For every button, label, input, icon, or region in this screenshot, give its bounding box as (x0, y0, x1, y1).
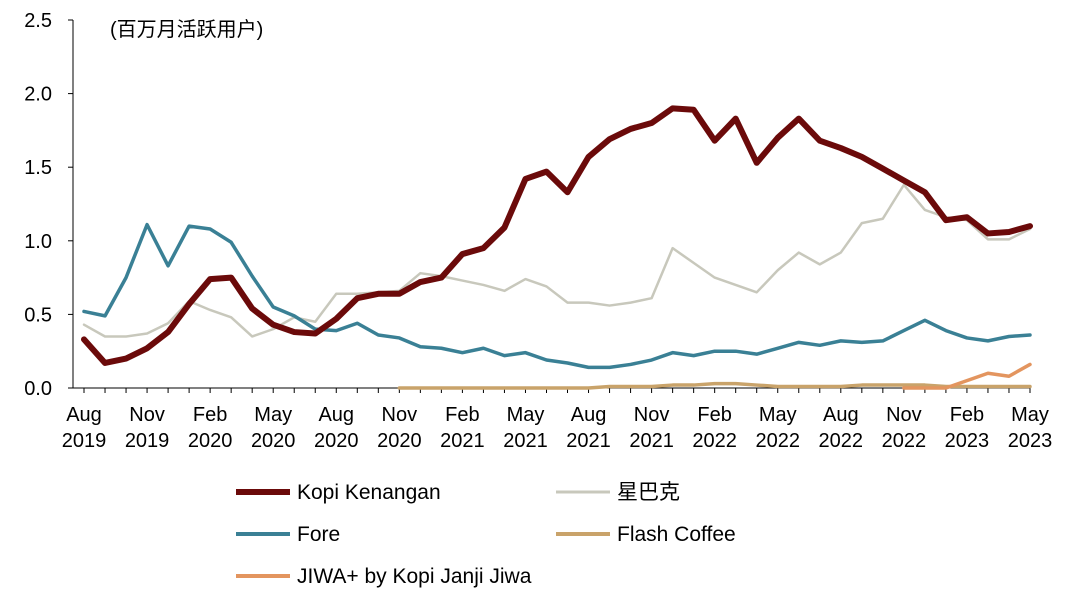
x-tick-label-month: Aug (823, 404, 859, 426)
x-tick-label-year: 2020 (377, 430, 422, 452)
x-tick-label-month: Feb (950, 404, 984, 426)
y-tick-label: 2.5 (24, 10, 52, 32)
x-tick-label-year: 2023 (1008, 430, 1053, 452)
x-tick-label-year: 2019 (62, 430, 107, 452)
x-tick-label-month: Nov (634, 404, 670, 426)
x-tick-label-month: May (759, 404, 797, 426)
y-tick-label: 0.5 (24, 304, 52, 326)
x-tick-label-year: 2022 (882, 430, 927, 452)
x-tick-label-month: Feb (445, 404, 479, 426)
x-tick-label-year: 2019 (125, 430, 170, 452)
x-tick-label-year: 2020 (251, 430, 296, 452)
x-tick-label-month: Feb (697, 404, 731, 426)
legend-label-starbucks: 星巴克 (617, 481, 680, 504)
x-tick-label-month: May (1011, 404, 1049, 426)
series-line-1 (82, 183, 1032, 338)
legend-label-flash-coffee: Flash Coffee (617, 523, 736, 546)
x-tick-label-month: May (254, 404, 292, 426)
legend-item-starbucks: 星巴克 (556, 481, 680, 504)
x-tick-label-year: 2021 (440, 430, 485, 452)
series-layer (81, 105, 1033, 390)
legend-item-jiwa: JIWA+ by Kopi Janji Jiwa (236, 565, 532, 588)
legend-label-kopi-kenangan: Kopi Kenangan (297, 481, 441, 504)
legend-item-fore: Fore (236, 523, 340, 546)
series-line-3 (397, 381, 1032, 390)
x-tick-label-month: Feb (193, 404, 227, 426)
series-line-4 (902, 362, 1032, 390)
unit-label: (百万月活跃用户) (110, 18, 263, 41)
x-tick-label-year: 2020 (188, 430, 233, 452)
y-tick-label: 2.0 (24, 84, 52, 106)
series-line-2 (82, 222, 1032, 370)
x-tick-label-month: Aug (571, 404, 607, 426)
x-tick-label-year: 2021 (629, 430, 674, 452)
legend-label-jiwa: JIWA+ by Kopi Janji Jiwa (297, 565, 532, 588)
y-tick-label: 1.0 (24, 231, 52, 253)
x-tick-label-month: Aug (66, 404, 102, 426)
legend-item-flash-coffee: Flash Coffee (556, 523, 736, 546)
y-tick-label: 0.0 (24, 378, 52, 400)
x-tick-label-year: 2023 (945, 430, 990, 452)
x-tick-label-year: 2022 (819, 430, 864, 452)
x-tick-label-month: Nov (382, 404, 418, 426)
x-tick-label-month: Aug (318, 404, 354, 426)
legend-label-fore: Fore (297, 523, 340, 546)
x-tick-label-month: May (507, 404, 545, 426)
x-tick-label-year: 2021 (566, 430, 611, 452)
x-tick-label-year: 2020 (314, 430, 359, 452)
x-tick-label-month: Nov (886, 404, 922, 426)
x-tick-label-year: 2022 (692, 430, 737, 452)
legend: Kopi Kenangan 星巴克 Fore Flash Coffee JIWA… (236, 481, 736, 588)
x-tick-label-year: 2022 (755, 430, 800, 452)
x-tick-label-month: Nov (129, 404, 165, 426)
series-line-0 (81, 105, 1033, 366)
y-tick-label: 1.5 (24, 157, 52, 179)
legend-item-kopi-kenangan: Kopi Kenangan (236, 481, 441, 504)
x-tick-label-year: 2021 (503, 430, 548, 452)
chart-axes: 0.0 0.5 1.0 1.5 2.0 2.5 Aug 2019 Nov 2019 Feb 2020 M… (24, 10, 1052, 452)
